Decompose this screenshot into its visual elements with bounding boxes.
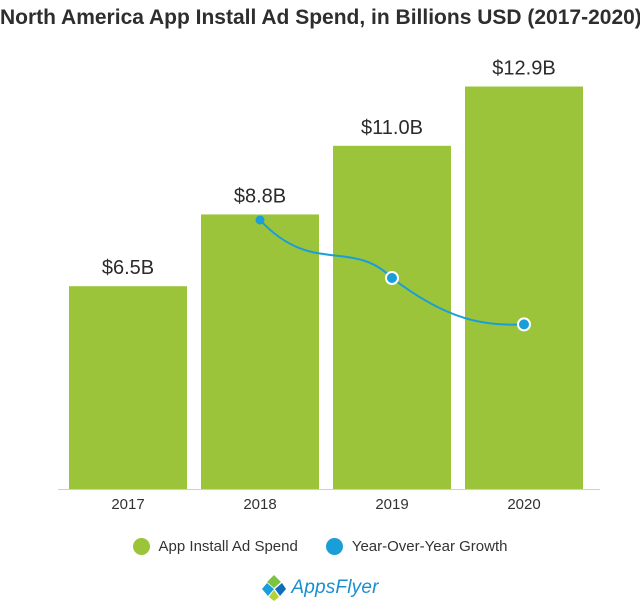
- growth-point-2020: [517, 317, 531, 332]
- brand-name: AppsFlyer: [291, 577, 379, 598]
- appsflyer-logo: AppsFlyer: [0, 574, 640, 602]
- legend-item-growth: Year-Over-Year Growth: [325, 538, 508, 555]
- bar-value-label-2018: $8.8B: [234, 185, 286, 207]
- bar-2017: [69, 286, 187, 489]
- legend-label-growth: Year-Over-Year Growth: [351, 538, 508, 555]
- bar-value-label-2020: $12.9B: [492, 58, 555, 80]
- bar-value-label-2019: $11.0B: [361, 117, 423, 139]
- bar-2018: [201, 214, 319, 489]
- legend-item-spend: App Install Ad Spend: [132, 538, 298, 555]
- legend-label-spend: App Install Ad Spend: [158, 538, 298, 555]
- x-tick-label-2017: 2017: [111, 496, 144, 513]
- appsflyer-logo-icon: [262, 575, 287, 601]
- chart-title: North America App Install Ad Spend, in B…: [0, 6, 640, 29]
- bar-value-label-2017: $6.5B: [102, 257, 154, 279]
- bar-line-chart: $6.5B $8.8B $11.0B $12.9B 2017 2018 2019 2020: [58, 58, 600, 513]
- growth-point-2018: [255, 215, 265, 225]
- x-tick-label-2020: 2020: [507, 496, 540, 513]
- legend-swatch-spend: [132, 538, 150, 555]
- bar-2020: [465, 86, 583, 490]
- growth-point-2019: [385, 271, 399, 285]
- x-tick-label-2019: 2019: [375, 496, 408, 513]
- legend-swatch-growth: [325, 538, 343, 555]
- x-tick-label-2018: 2018: [243, 496, 276, 513]
- legend: App Install Ad Spend Year-Over-Year Grow…: [0, 538, 640, 555]
- bar-2019: [333, 145, 451, 490]
